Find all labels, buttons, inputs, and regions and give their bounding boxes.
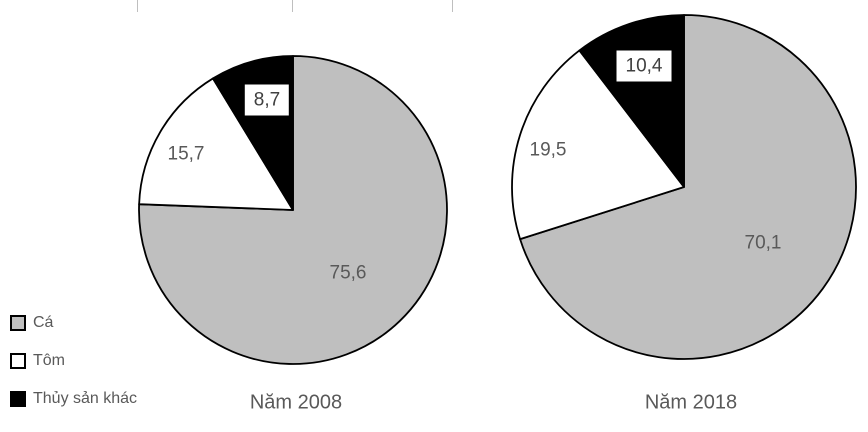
legend-label-khac: Thủy sản khác <box>33 390 138 407</box>
legend-item-tom: Tôm <box>10 352 65 370</box>
label-2018-tom: 19,5 <box>529 139 567 161</box>
legend-item-khac: Thủy sản khác <box>10 390 137 408</box>
legend-label-tom: Tôm <box>33 352 65 369</box>
label-2008-ca: 75,6 <box>329 262 367 284</box>
label-2018-khac: 10,4 <box>616 50 672 82</box>
pie-slice-1-0 <box>519 14 857 360</box>
axis-tick <box>292 0 293 12</box>
legend-swatch-ca <box>10 315 26 331</box>
pie-title-2008: Năm 2008 <box>249 391 343 414</box>
label-2008-tom: 15,7 <box>167 143 205 165</box>
legend-label-ca: Cá <box>33 314 54 331</box>
pie-slice-1-1 <box>511 49 685 241</box>
pie-2018 <box>511 14 857 360</box>
legend-swatch-khac <box>10 391 26 407</box>
label-2018-ca: 70,1 <box>744 232 782 254</box>
legend-swatch-tom <box>10 353 26 369</box>
axis-tick <box>137 0 138 12</box>
pie-slice-0-1 <box>138 77 294 211</box>
legend-item-ca: Cá <box>10 314 53 332</box>
label-2008-khac: 8,7 <box>244 84 290 116</box>
pie-title-2018: Năm 2018 <box>644 391 738 414</box>
pie-slice-0-0 <box>138 55 448 365</box>
pie-2008 <box>138 55 448 365</box>
axis-tick <box>452 0 453 12</box>
